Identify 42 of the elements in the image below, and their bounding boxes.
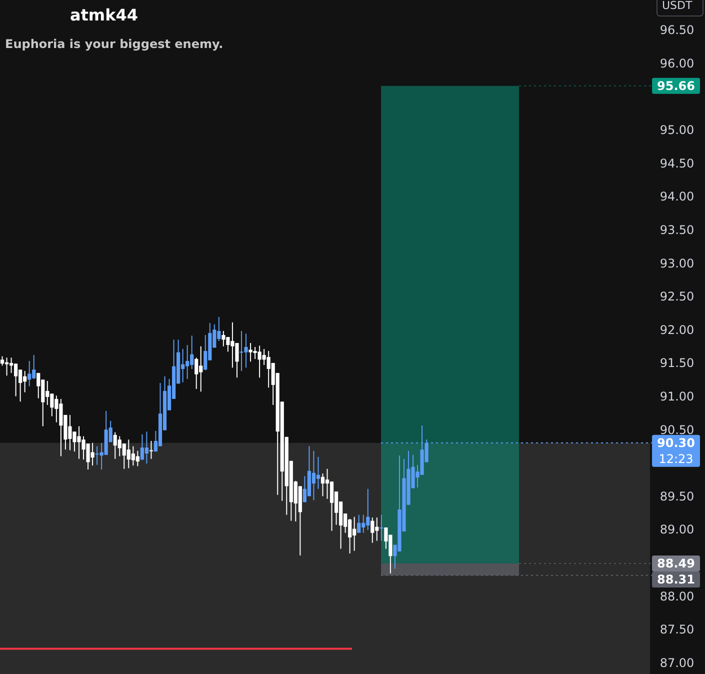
candlestick xyxy=(380,514,384,542)
y-tick-label: 92.50 xyxy=(660,290,694,304)
candlestick xyxy=(330,481,334,532)
candlestick xyxy=(357,514,361,534)
ref-line-label: 90.30 12:23 xyxy=(657,436,695,466)
y-tick-label: 91.50 xyxy=(660,356,694,370)
band-label: 95.66 xyxy=(657,79,695,94)
y-tick-label: 96.50 xyxy=(660,23,694,38)
candlestick xyxy=(325,468,330,500)
candlestick xyxy=(36,372,40,399)
y-tick-label: 92.00 xyxy=(660,322,694,337)
candlestick xyxy=(149,440,154,460)
y-tick-label: 89.00 xyxy=(660,522,694,537)
y-tick-label: 94.00 xyxy=(660,190,694,204)
y-tick-label: 90.50 xyxy=(660,422,694,437)
candlestick xyxy=(0,356,4,366)
y-tick-label: 95.00 xyxy=(660,123,694,138)
candlestick xyxy=(194,357,198,390)
y-tick-label: 91.00 xyxy=(660,389,694,404)
chart-title: atmk44 xyxy=(70,6,138,25)
y-tick-label: 89.50 xyxy=(660,489,694,504)
candlestick xyxy=(312,450,316,501)
ref-line-label: 88.31 xyxy=(657,572,695,587)
y-tick-label: 87.00 xyxy=(660,656,694,670)
text: Euphoria is your biggest enemy. xyxy=(5,37,224,52)
y-tick-label: 87.50 xyxy=(660,622,694,637)
candlestick xyxy=(136,450,140,467)
y-axis-title: USDT xyxy=(662,0,693,12)
candlestick xyxy=(9,357,14,374)
candlestick xyxy=(28,360,32,387)
y-tick-label: 96.00 xyxy=(660,56,694,70)
candlestick xyxy=(4,357,9,376)
candlestick xyxy=(370,516,374,544)
y-tick-label: 94.50 xyxy=(660,156,694,170)
candlestick xyxy=(320,473,325,497)
y-tick-label: 93.00 xyxy=(660,256,694,270)
y-tick-label: 88.00 xyxy=(660,589,694,604)
candlestick xyxy=(204,334,208,371)
candlestick xyxy=(316,456,320,490)
band-label: 88.49 xyxy=(657,556,695,571)
candlestick xyxy=(144,431,148,464)
y-tick-label: 93.50 xyxy=(660,222,694,237)
